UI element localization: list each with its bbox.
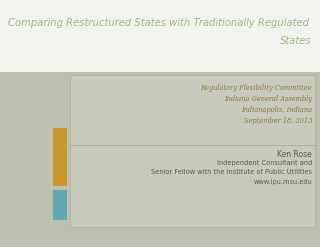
Text: Independent Consultant and: Independent Consultant and	[217, 160, 312, 165]
Text: Comparing Restructured States with Traditionally Regulated: Comparing Restructured States with Tradi…	[8, 18, 309, 28]
Bar	[70, 145, 315, 146]
Text: Senior Fellow with the Institute of Public Utilities: Senior Fellow with the Institute of Publ…	[151, 169, 312, 175]
Text: September 18, 2013: September 18, 2013	[244, 117, 312, 125]
Text: Regulatory Flexibility Committee: Regulatory Flexibility Committee	[201, 84, 312, 92]
Bar	[0, 72, 320, 247]
Text: Ken Rose: Ken Rose	[277, 150, 312, 159]
Bar	[0, 0, 320, 72]
Text: Indianapolis, Indiana: Indianapolis, Indiana	[241, 106, 312, 114]
Bar	[70, 75, 315, 227]
Bar	[53, 190, 67, 220]
Text: States: States	[280, 36, 312, 46]
Bar	[53, 128, 67, 186]
Text: Indiana General Assembly: Indiana General Assembly	[224, 95, 312, 103]
Text: www.ipu.msu.edu: www.ipu.msu.edu	[253, 179, 312, 185]
